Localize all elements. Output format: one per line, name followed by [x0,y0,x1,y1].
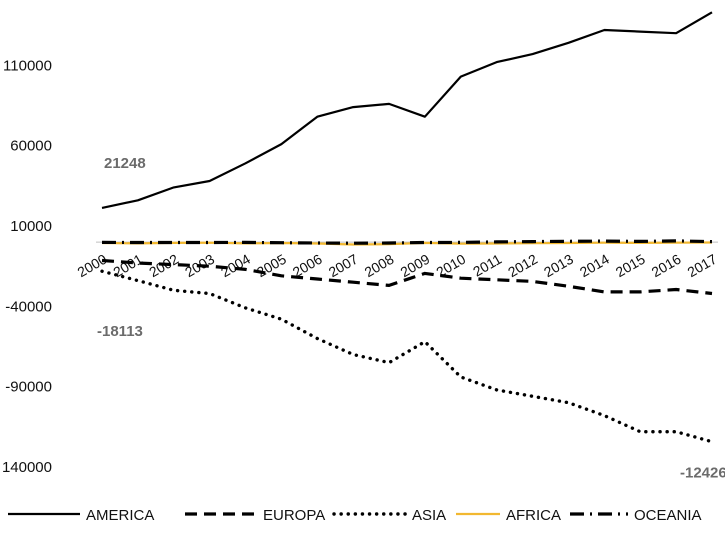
x-tick-label: 2014 [577,251,612,281]
series-line-oceania [101,239,713,245]
legend-item-africa: AFRICA [456,507,561,524]
data-label: 21248 [104,155,146,172]
x-axis-layer: 110000 60000 10000 -40000 -90000 140000 2000 20… [2,57,720,476]
series-line-america [101,11,713,209]
x-tick-label: 2011 [470,251,504,280]
y-tick-label: 110000 [3,57,52,74]
y-tick-label: 10000 [10,218,52,235]
x-tick-label: 2009 [397,251,432,281]
legend-item-europa: EUROPA [185,507,325,524]
x-tick-label: 2013 [541,251,576,281]
legend-label: EUROPA [263,507,325,524]
x-tick-label: 2015 [613,251,648,281]
series-line-europa [101,258,713,296]
legend-item-america: AMERICA [8,507,154,524]
legend-label: AFRICA [506,507,561,524]
x-tick-label: 2017 [685,251,720,281]
x-tick-label: 2016 [649,251,684,281]
legend-label: ASIA [412,507,446,524]
y-tick-label: 60000 [10,138,52,155]
legend: AMERICA EUROPA ASIA AFRICA OCEANIA [8,507,702,524]
data-label: -124267 [680,465,725,482]
x-tick-label: 2004 [218,251,253,281]
data-label: -18113 [97,323,143,340]
x-tick-label: 2000 [75,251,110,281]
x-tick-label: 2012 [505,251,540,281]
y-tick-label: -90000 [5,379,52,396]
y-tick-label: -40000 [5,298,52,315]
legend-item-oceania: OCEANIA [570,507,702,524]
legend-item-asia: ASIA [332,507,446,524]
series-line-asia [100,269,714,444]
x-tick-label: 2008 [362,251,397,281]
y-tick-label: 140000 [2,459,52,476]
x-tick-label: 2007 [326,251,361,281]
legend-label: OCEANIA [634,507,702,524]
series-layer [100,11,714,444]
legend-label: AMERICA [86,507,154,524]
data-label-layer: 21248 -18113 -124267 [97,155,725,482]
